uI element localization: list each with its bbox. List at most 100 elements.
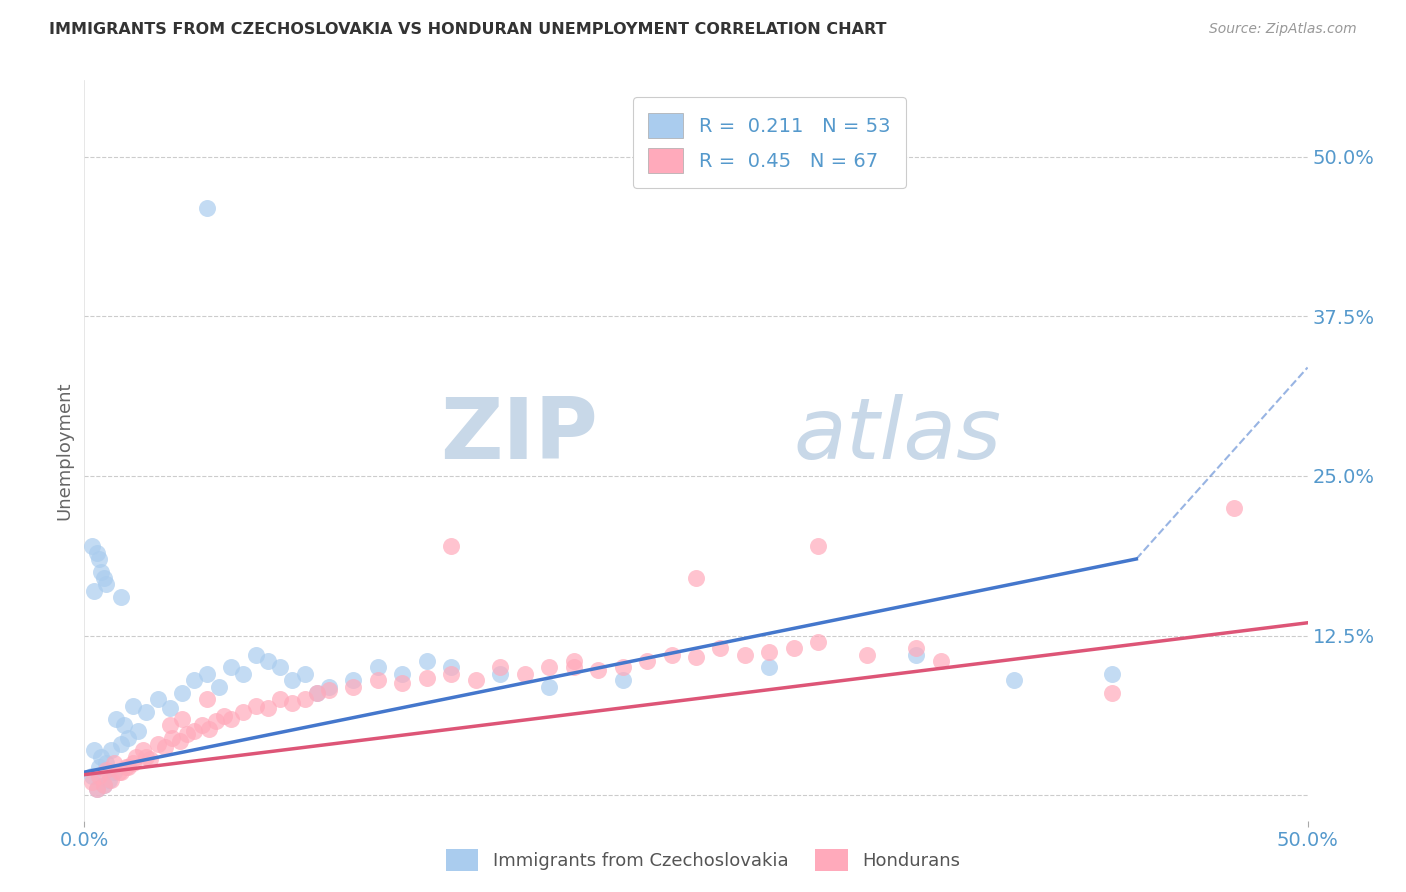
Point (269, 692, 291, 706)
Point (90, 749, 112, 764)
Point (758, 660, 780, 674)
Point (269, 660, 291, 674)
Point (440, 660, 463, 674)
Text: atlas: atlas (794, 394, 1002, 477)
Point (783, 641, 806, 656)
Point (294, 692, 316, 706)
Point (125, 749, 148, 764)
Point (135, 705, 157, 719)
Point (905, 648, 928, 662)
Point (391, 666, 413, 681)
Point (212, 709, 235, 723)
Text: Source: ZipAtlas.com: Source: ZipAtlas.com (1209, 22, 1357, 37)
Point (122, 756, 145, 771)
Point (416, 654, 439, 668)
Point (807, 635, 830, 649)
Point (305, 686, 328, 700)
Point (232, 666, 254, 681)
Point (127, 724, 149, 739)
Point (87, 760, 110, 774)
Point (208, 680, 231, 694)
Point (195, 692, 218, 706)
Point (172, 712, 194, 726)
Point (318, 683, 340, 698)
Point (856, 648, 879, 662)
Point (80, 769, 103, 783)
Point (318, 680, 340, 694)
Y-axis label: Unemployment: Unemployment (55, 381, 73, 520)
Point (416, 671, 439, 685)
Point (90, 565, 112, 579)
Point (87, 769, 110, 783)
Point (489, 660, 512, 674)
Point (86, 545, 108, 559)
Point (205, 714, 228, 728)
Point (905, 641, 928, 656)
Point (110, 737, 132, 751)
Point (103, 765, 125, 780)
Point (80, 539, 103, 553)
Point (162, 731, 184, 745)
Point (191, 718, 214, 732)
Point (93, 778, 115, 792)
Point (117, 731, 139, 745)
Point (929, 654, 952, 668)
Point (86, 781, 108, 796)
Point (257, 654, 280, 668)
Point (117, 760, 139, 774)
Point (612, 673, 634, 688)
Point (538, 660, 561, 674)
Point (110, 591, 132, 605)
Point (807, 539, 830, 553)
Point (1002, 673, 1025, 688)
Point (96, 577, 118, 591)
Point (1101, 686, 1123, 700)
Point (342, 680, 364, 694)
Point (685, 571, 707, 585)
Point (219, 712, 242, 726)
Point (245, 698, 267, 713)
Point (440, 539, 463, 553)
Point (112, 718, 135, 732)
Legend: R =  0.211   N = 53, R =  0.45   N = 67: R = 0.211 N = 53, R = 0.45 N = 67 (633, 97, 905, 188)
Point (245, 648, 267, 662)
Point (636, 654, 658, 668)
Point (103, 756, 125, 771)
Point (709, 641, 731, 656)
Point (586, 663, 609, 677)
Point (159, 701, 181, 715)
Point (1101, 666, 1123, 681)
Point (281, 673, 304, 688)
Legend: Immigrants from Czechoslovakia, Hondurans: Immigrants from Czechoslovakia, Honduran… (439, 842, 967, 879)
Point (132, 743, 155, 757)
Point (342, 673, 364, 688)
Point (232, 705, 254, 719)
Point (93, 778, 115, 792)
Point (83, 583, 105, 598)
Point (172, 686, 194, 700)
Point (83, 743, 105, 757)
Point (257, 701, 280, 715)
Point (80, 775, 103, 789)
Point (489, 666, 512, 681)
Point (734, 648, 756, 662)
Point (198, 722, 221, 736)
Point (1223, 500, 1246, 515)
Point (86, 781, 108, 796)
Point (464, 673, 486, 688)
Point (100, 743, 122, 757)
Point (305, 686, 328, 700)
Point (105, 712, 128, 726)
Point (110, 765, 132, 780)
Point (183, 724, 205, 739)
Point (107, 765, 129, 780)
Point (219, 660, 242, 674)
Point (159, 718, 181, 732)
Point (367, 660, 389, 674)
Point (538, 680, 561, 694)
Point (513, 666, 536, 681)
Point (169, 734, 191, 748)
Point (758, 645, 780, 659)
Point (391, 675, 413, 690)
Point (281, 696, 304, 710)
